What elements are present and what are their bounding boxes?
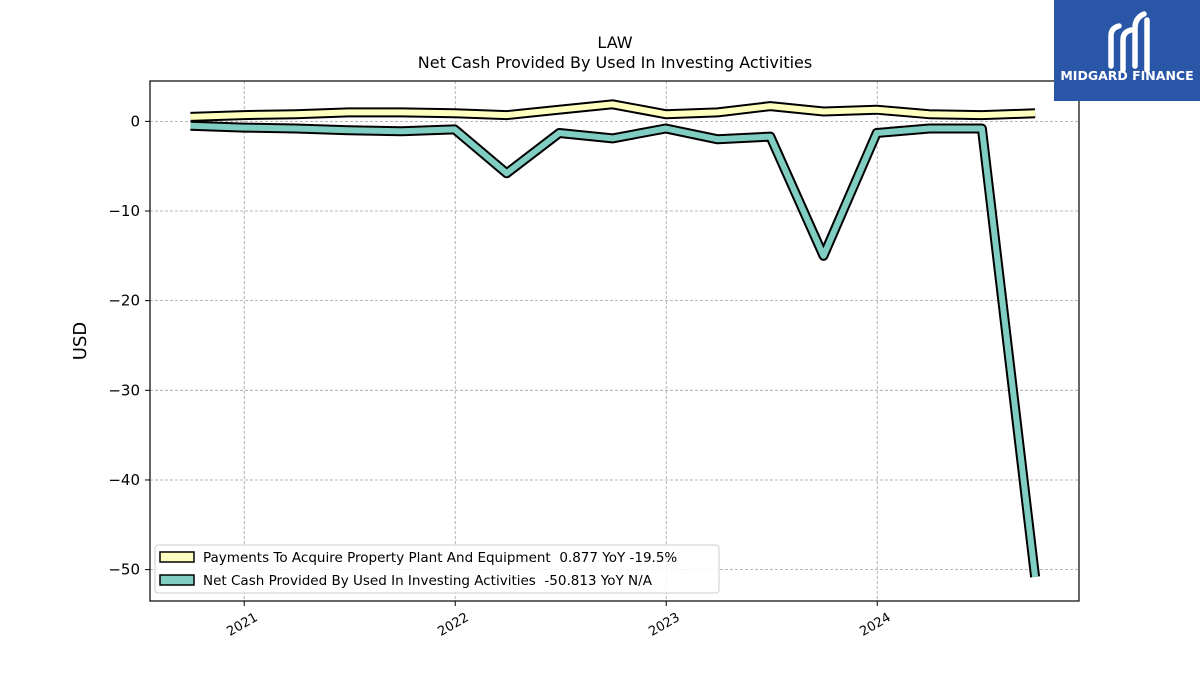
- plot-frame: [149, 80, 1080, 602]
- x-axis-ticks: 2021 2022 2023 2024: [224, 601, 894, 640]
- legend-swatch-investing: [159, 574, 195, 586]
- x-tick-label: 2023: [646, 610, 682, 640]
- legend: Payments To Acquire Property Plant And E…: [154, 544, 720, 594]
- chart-subtitle: Net Cash Provided By Used In Investing A…: [418, 53, 812, 72]
- y-axis-label: USD: [70, 322, 91, 360]
- logo-background: [1054, 0, 1200, 101]
- y-tick-label: −30: [108, 381, 140, 399]
- x-tick-label: 2024: [857, 610, 893, 640]
- legend-label-investing: Net Cash Provided By Used In Investing A…: [203, 573, 653, 589]
- logo-mark-icon: [1108, 11, 1150, 73]
- logo-wordmark: MIDGARD FINANCE: [1060, 68, 1193, 83]
- y-tick-label: −50: [108, 561, 140, 579]
- series-0: [190, 99, 1036, 122]
- legend-label-ppe: Payments To Acquire Property Plant And E…: [203, 550, 677, 566]
- legend-swatch-ppe: [159, 551, 195, 563]
- y-tick-label: −40: [108, 471, 140, 489]
- y-tick-label: −20: [108, 292, 140, 310]
- series-1: [190, 120, 1041, 578]
- series-line: [190, 122, 1039, 578]
- y-axis-ticks: 0 −10 −20 −30 −40 −50: [108, 112, 150, 579]
- legend-box: [154, 544, 720, 594]
- series-line: [190, 101, 1036, 120]
- series-lines: [190, 99, 1041, 578]
- y-tick-label: 0: [130, 112, 140, 130]
- grid-lines: [150, 81, 1079, 601]
- brand-logo: MIDGARD FINANCE: [1054, 0, 1200, 101]
- y-tick-label: −10: [108, 202, 140, 220]
- chart-title: LAW: [597, 33, 632, 52]
- series-outline: [190, 120, 1041, 578]
- x-tick-label: 2021: [224, 610, 260, 640]
- x-tick-label: 2022: [435, 610, 471, 640]
